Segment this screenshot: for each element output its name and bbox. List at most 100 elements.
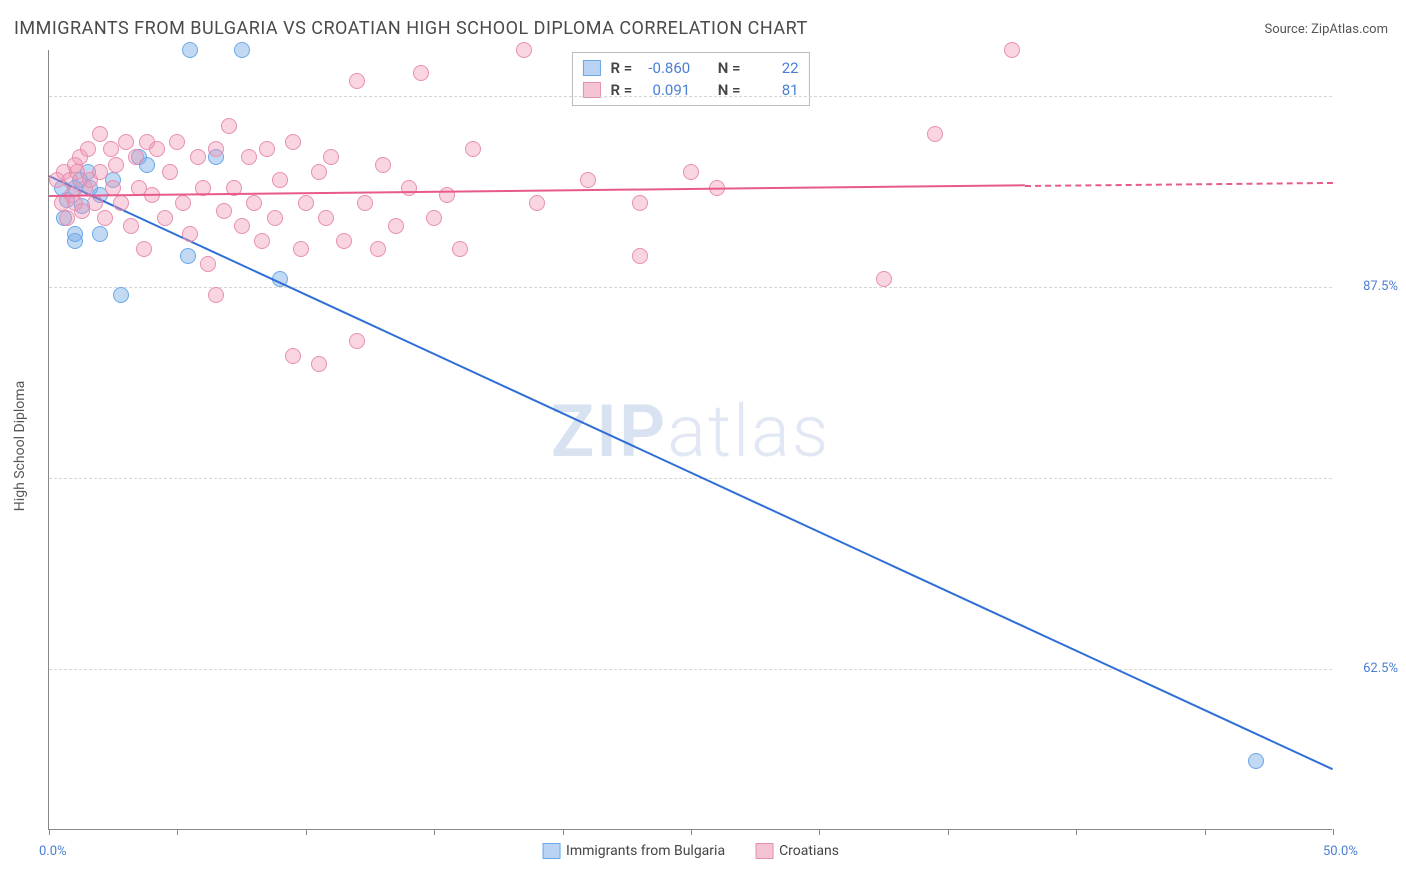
legend: Immigrants from Bulgaria Croatians: [542, 843, 839, 859]
scatter-point: [182, 42, 198, 58]
scatter-point: [92, 164, 108, 180]
trend-line: [1025, 182, 1333, 187]
scatter-point: [293, 241, 309, 257]
stat-n-label: N =: [718, 59, 741, 77]
scatter-point: [67, 226, 83, 242]
y-tick-label: 62.5%: [1363, 661, 1398, 676]
stat-n-value: 22: [751, 59, 799, 77]
scatter-point: [234, 218, 250, 234]
scatter-point: [285, 348, 301, 364]
source-name: ZipAtlas.com: [1311, 22, 1388, 37]
scatter-point: [246, 195, 262, 211]
scatter-point: [113, 287, 129, 303]
gridline-h: [49, 287, 1332, 288]
stats-row: R = -0.860 N = 22: [582, 57, 798, 79]
scatter-point: [426, 210, 442, 226]
scatter-point: [169, 134, 185, 150]
watermark: ZIPatlas: [551, 389, 831, 474]
x-tick: [563, 829, 564, 835]
scatter-point: [190, 149, 206, 165]
source-attribution: Source: ZipAtlas.com: [1264, 22, 1388, 37]
scatter-point: [136, 241, 152, 257]
watermark-bold: ZIP: [551, 389, 667, 474]
scatter-point: [298, 195, 314, 211]
legend-label: Croatians: [779, 843, 839, 859]
scatter-point: [529, 195, 545, 211]
x-tick: [1205, 829, 1206, 835]
scatter-point: [311, 164, 327, 180]
x-tick-label: 0.0%: [39, 844, 67, 859]
legend-swatch: [755, 843, 773, 859]
scatter-point: [92, 126, 108, 142]
scatter-point: [1248, 753, 1264, 769]
legend-item: Croatians: [755, 843, 839, 859]
gridline-h: [49, 96, 1332, 97]
scatter-point: [118, 134, 134, 150]
chart-title: IMMIGRANTS FROM BULGARIA VS CROATIAN HIG…: [14, 18, 808, 39]
scatter-point: [323, 149, 339, 165]
scatter-point: [221, 118, 237, 134]
scatter-point: [157, 210, 173, 226]
scatter-point: [59, 210, 75, 226]
scatter-point: [208, 141, 224, 157]
scatter-point: [452, 241, 468, 257]
trend-line: [49, 175, 1334, 770]
scatter-point: [580, 172, 596, 188]
scatter-point: [254, 233, 270, 249]
x-tick: [948, 829, 949, 835]
scatter-point: [216, 203, 232, 219]
scatter-point: [208, 287, 224, 303]
watermark-light: atlas: [667, 389, 830, 474]
scatter-point: [683, 164, 699, 180]
scatter-point: [103, 141, 119, 157]
scatter-point: [401, 180, 417, 196]
stat-r-value: -0.860: [642, 59, 690, 77]
scatter-point: [162, 164, 178, 180]
legend-label: Immigrants from Bulgaria: [566, 843, 725, 859]
scatter-point: [388, 218, 404, 234]
scatter-point: [413, 65, 429, 81]
series-swatch: [582, 60, 600, 76]
x-tick: [1076, 829, 1077, 835]
scatter-point: [113, 195, 129, 211]
stat-r-label: R =: [610, 59, 632, 77]
scatter-point: [927, 126, 943, 142]
stats-row: R =0.091 N =81: [582, 79, 798, 101]
scatter-point: [516, 42, 532, 58]
scatter-point: [180, 248, 196, 264]
scatter-point: [1004, 42, 1020, 58]
scatter-point: [123, 218, 139, 234]
x-tick: [434, 829, 435, 835]
x-tick: [691, 829, 692, 835]
source-label: Source:: [1264, 22, 1311, 37]
scatter-point: [632, 248, 648, 264]
scatter-point: [87, 195, 103, 211]
scatter-point: [149, 141, 165, 157]
x-tick: [1333, 829, 1334, 835]
scatter-point: [349, 73, 365, 89]
y-tick-label: 87.5%: [1363, 279, 1398, 294]
scatter-point: [876, 271, 892, 287]
scatter-point: [182, 226, 198, 242]
scatter-point: [200, 256, 216, 272]
scatter-point: [336, 233, 352, 249]
x-tick-label: 50.0%: [1323, 844, 1358, 859]
gridline-h: [49, 478, 1332, 479]
x-tick: [306, 829, 307, 835]
scatter-point: [311, 356, 327, 372]
scatter-point: [375, 157, 391, 173]
scatter-point: [128, 149, 144, 165]
scatter-point: [632, 195, 648, 211]
scatter-point: [259, 141, 275, 157]
scatter-point: [285, 134, 301, 150]
plot-area: ZIPatlas R =-0.860 N =22R =0.091 N =81 I…: [48, 50, 1332, 830]
scatter-point: [267, 210, 283, 226]
y-axis-title: High School Diploma: [12, 381, 28, 511]
scatter-point: [349, 333, 365, 349]
scatter-point: [234, 42, 250, 58]
x-tick: [177, 829, 178, 835]
gridline-h: [49, 669, 1332, 670]
legend-item: Immigrants from Bulgaria: [542, 843, 725, 859]
scatter-point: [465, 141, 481, 157]
scatter-point: [175, 195, 191, 211]
